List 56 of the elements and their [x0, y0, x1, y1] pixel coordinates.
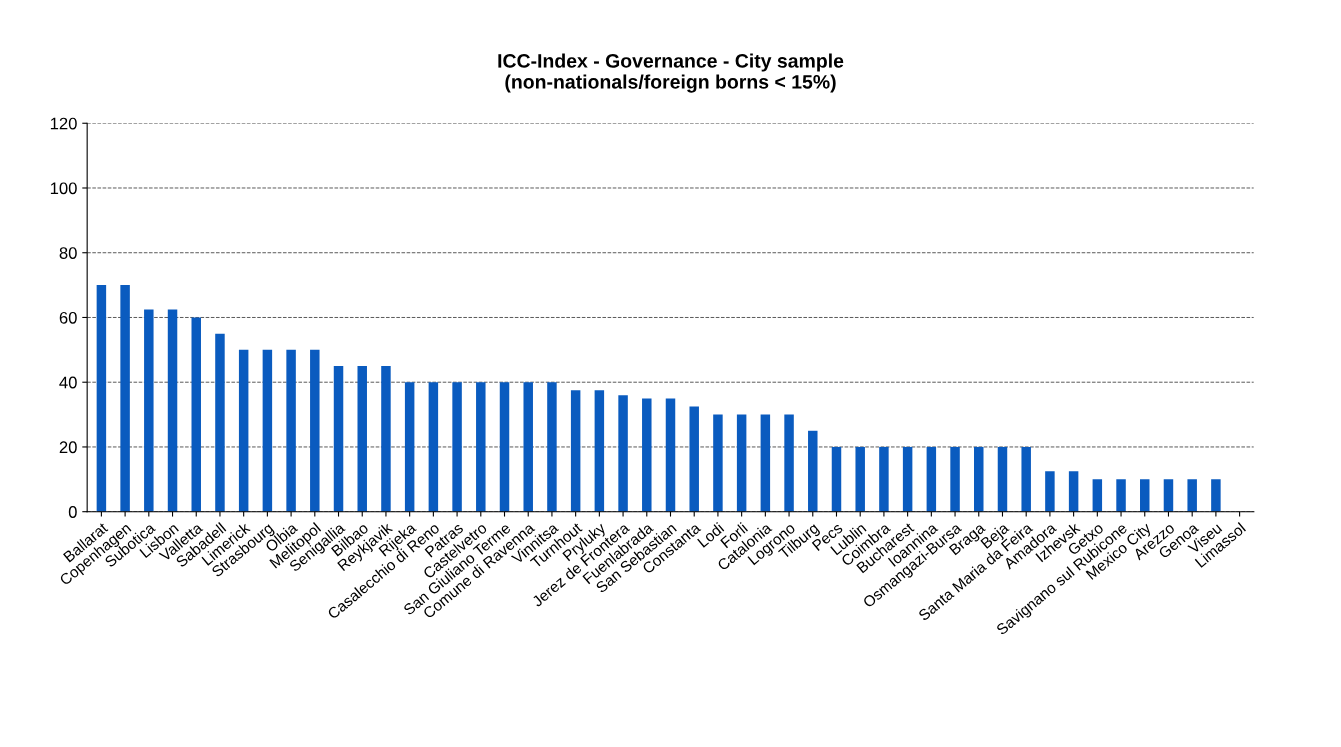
bar	[736, 414, 747, 512]
y-tick-label: 120	[50, 117, 77, 130]
bar	[452, 382, 462, 512]
bar	[286, 349, 296, 512]
bar	[974, 446, 984, 512]
bar	[215, 333, 225, 512]
bar	[950, 446, 960, 512]
bar	[997, 446, 1008, 512]
bar	[238, 349, 249, 512]
bar	[570, 390, 581, 512]
bar	[594, 390, 605, 512]
bar	[404, 382, 415, 512]
bar	[476, 382, 486, 512]
bar	[689, 406, 699, 512]
bar	[1187, 479, 1197, 512]
y-tick-label: 100	[50, 182, 77, 195]
bar	[713, 414, 723, 512]
bar	[1021, 446, 1031, 512]
bar	[428, 382, 439, 512]
bar	[120, 285, 130, 512]
chart-title: ICC-Index - Governance - City sample (non-nationals/foreign borns < 15%)	[498, 53, 844, 93]
bar	[262, 349, 273, 512]
bar	[191, 317, 201, 512]
bar	[855, 446, 865, 512]
bar	[96, 285, 107, 512]
bar	[808, 430, 818, 512]
bar	[831, 446, 842, 512]
bar	[618, 395, 628, 512]
bar	[1045, 471, 1055, 512]
bar	[665, 398, 676, 512]
bar	[381, 366, 391, 512]
bar	[926, 446, 937, 512]
y-tick-label: 40	[59, 376, 77, 389]
bar	[784, 414, 794, 512]
bar	[879, 446, 889, 512]
bar	[499, 382, 510, 512]
bar	[1068, 471, 1079, 512]
bar	[1140, 479, 1150, 512]
bar	[167, 309, 178, 512]
bar	[357, 366, 367, 512]
bar	[642, 398, 652, 512]
bar	[1211, 479, 1221, 512]
bar	[547, 382, 557, 512]
y-tick-label: 80	[59, 247, 77, 259]
y-tick-label: 60	[59, 311, 77, 324]
bar	[1116, 479, 1126, 512]
bar	[1163, 479, 1174, 512]
y-tick-label: 20	[59, 441, 77, 454]
bar	[902, 446, 913, 512]
bar	[144, 309, 154, 512]
bar	[760, 414, 771, 512]
bar	[310, 349, 320, 512]
y-tick-label: 0	[68, 506, 77, 518]
bar	[523, 382, 533, 512]
bar	[1092, 479, 1103, 512]
bar	[333, 366, 344, 512]
